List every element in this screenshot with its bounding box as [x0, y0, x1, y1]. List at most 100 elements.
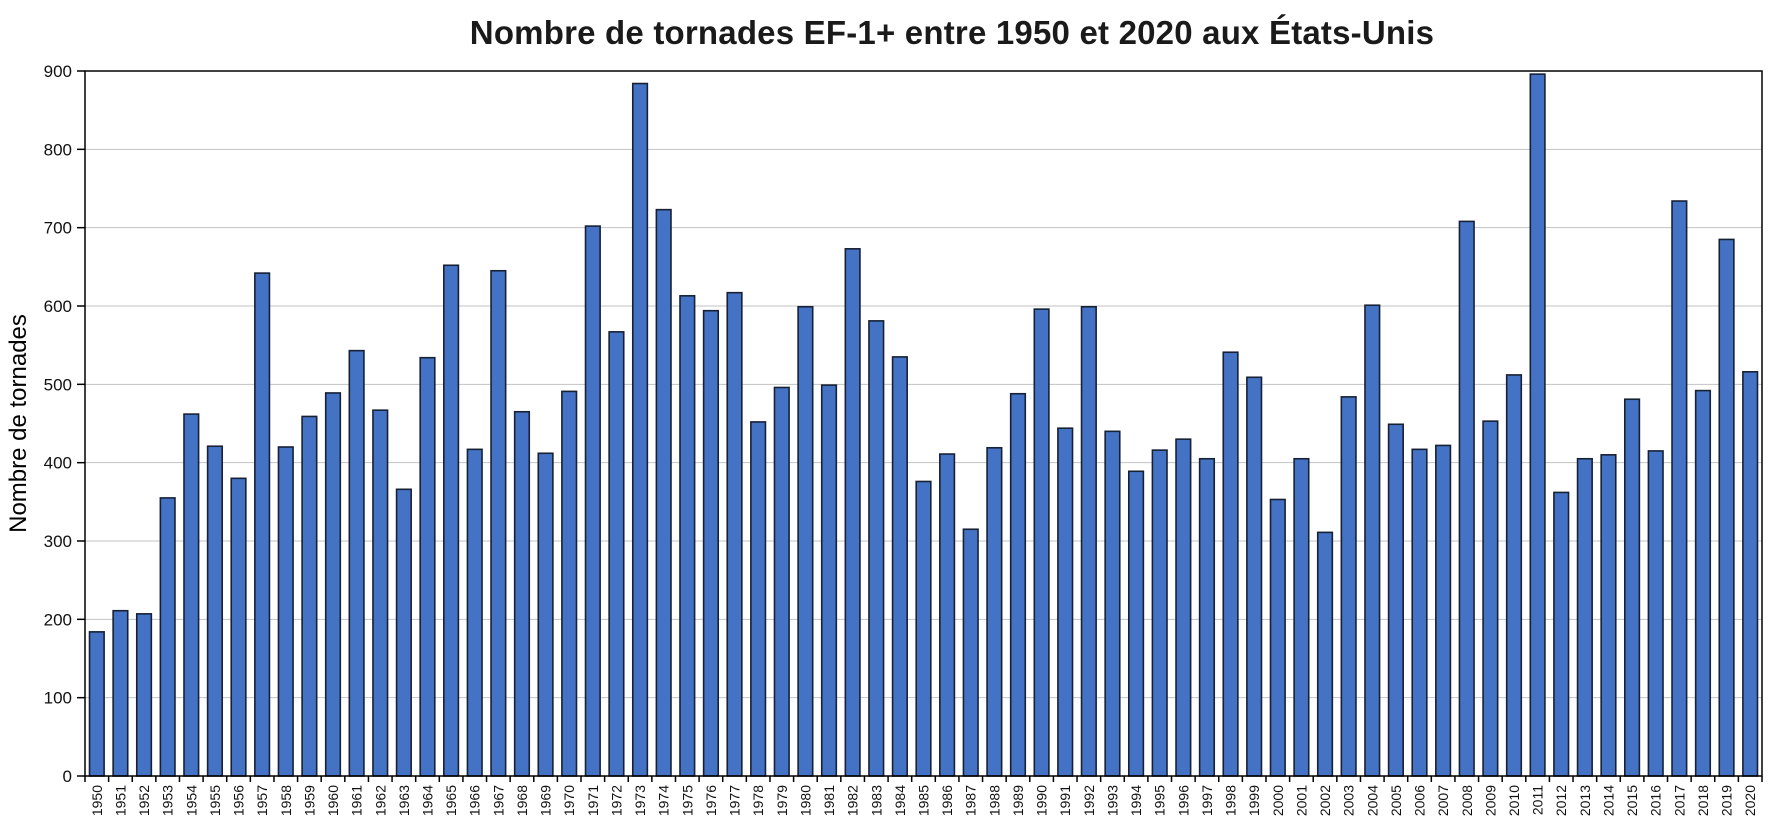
bar-2010 [1505, 374, 1523, 777]
bar-1985 [915, 480, 932, 777]
x-tick-label-2016: 2016 [1648, 785, 1664, 816]
x-tick-label-1997: 1997 [1199, 785, 1215, 816]
x-tick-label-2014: 2014 [1600, 785, 1616, 816]
x-tick-label-1979: 1979 [774, 785, 790, 816]
x-tick-label-1984: 1984 [892, 785, 908, 816]
bar-1976 [702, 309, 720, 777]
x-tick-label-1998: 1998 [1223, 785, 1239, 816]
x-tick-label-1978: 1978 [750, 785, 766, 816]
bar-2013 [1576, 457, 1593, 777]
x-tick-label-2003: 2003 [1341, 785, 1357, 816]
y-tick-label-700: 700 [44, 219, 72, 238]
bar-2004 [1364, 304, 1381, 777]
x-tick-label-1958: 1958 [278, 785, 294, 816]
bar-1991 [1057, 427, 1074, 777]
x-tick-label-2008: 2008 [1459, 785, 1475, 816]
x-tick-label-1954: 1954 [183, 785, 199, 816]
x-tick-label-1960: 1960 [325, 785, 341, 816]
bar-2017 [1671, 200, 1688, 777]
bar-1975 [679, 295, 696, 777]
bar-1979 [773, 386, 790, 777]
x-tick-label-2009: 2009 [1482, 785, 1498, 816]
x-tick-label-1969: 1969 [538, 785, 554, 816]
bar-1994 [1127, 470, 1145, 777]
bar-1954 [183, 413, 200, 777]
bar-1968 [513, 410, 531, 777]
x-tick-label-2005: 2005 [1388, 785, 1404, 816]
x-tick-label-1987: 1987 [963, 785, 979, 816]
bar-2020 [1742, 370, 1759, 777]
bar-1990 [1033, 308, 1050, 777]
x-tick-label-2001: 2001 [1293, 785, 1309, 816]
bar-1965 [443, 264, 460, 777]
bar-1951 [112, 609, 129, 777]
x-tick-label-1966: 1966 [467, 785, 483, 816]
x-tick-label-1993: 1993 [1104, 785, 1120, 816]
x-tick-label-2015: 2015 [1624, 785, 1640, 816]
bar-1984 [891, 356, 908, 777]
plot-border [84, 70, 1763, 777]
x-tick-label-2007: 2007 [1435, 785, 1451, 816]
y-tick-label-400: 400 [44, 454, 72, 473]
bar-2016 [1647, 450, 1664, 777]
x-tick-label-1962: 1962 [372, 785, 388, 816]
x-tick-label-2004: 2004 [1364, 785, 1380, 816]
x-tick-label-1961: 1961 [349, 785, 365, 816]
bar-2018 [1694, 389, 1712, 777]
x-tick-label-1972: 1972 [608, 785, 624, 816]
x-tick-label-1999: 1999 [1246, 785, 1262, 816]
x-tick-label-1975: 1975 [679, 785, 695, 816]
x-tick-label-1951: 1951 [112, 785, 128, 816]
x-tick-label-1957: 1957 [254, 785, 270, 816]
bar-1959 [301, 415, 318, 777]
bar-1969 [537, 452, 554, 777]
x-tick-label-1973: 1973 [632, 785, 648, 816]
y-tick-label-800: 800 [44, 140, 72, 159]
bar-1957 [254, 272, 271, 777]
x-tick-label-1988: 1988 [986, 785, 1002, 816]
y-tick-label-900: 900 [44, 62, 72, 81]
bar-1987 [962, 528, 979, 777]
bar-2005 [1387, 423, 1404, 777]
x-tick-label-2010: 2010 [1506, 785, 1522, 816]
bar-1992 [1080, 305, 1097, 777]
bar-1972 [608, 331, 625, 777]
x-tick-label-1990: 1990 [1034, 785, 1050, 816]
x-tick-label-1986: 1986 [939, 785, 955, 816]
bar-1981 [820, 384, 838, 777]
bar-1960 [324, 392, 342, 777]
bar-1962 [372, 409, 389, 777]
bar-1974 [655, 208, 672, 777]
bar-1982 [844, 248, 861, 777]
x-tick-label-1974: 1974 [656, 785, 672, 816]
x-tick-label-2012: 2012 [1553, 785, 1569, 816]
bar-2002 [1316, 531, 1334, 777]
y-tick-label-200: 200 [44, 610, 72, 629]
bar-1983 [868, 320, 885, 777]
bar-1963 [395, 488, 412, 777]
bar-2006 [1411, 448, 1428, 777]
x-tick-label-1971: 1971 [585, 785, 601, 816]
bar-1970 [561, 390, 578, 777]
x-tick-label-2020: 2020 [1742, 785, 1758, 816]
x-tick-label-1996: 1996 [1175, 785, 1191, 816]
bar-2001 [1293, 457, 1310, 777]
chart-title: Nombre de tornades EF-1+ entre 1950 et 2… [469, 14, 1435, 51]
bar-1996 [1175, 438, 1192, 777]
bar-2007 [1435, 444, 1452, 777]
bar-2019 [1718, 238, 1735, 777]
y-tick-label-100: 100 [44, 689, 72, 708]
bar-1978 [750, 421, 767, 777]
x-tick-label-1953: 1953 [160, 785, 176, 816]
x-tick-label-1991: 1991 [1057, 785, 1073, 816]
bar-2015 [1623, 398, 1641, 777]
bar-2011 [1529, 73, 1546, 777]
bar-1961 [348, 349, 365, 777]
x-tick-label-1956: 1956 [231, 785, 247, 816]
x-tick-label-2002: 2002 [1317, 785, 1333, 816]
bar-1971 [584, 225, 601, 777]
x-tick-label-1985: 1985 [916, 785, 932, 816]
x-tick-label-1968: 1968 [514, 785, 530, 816]
